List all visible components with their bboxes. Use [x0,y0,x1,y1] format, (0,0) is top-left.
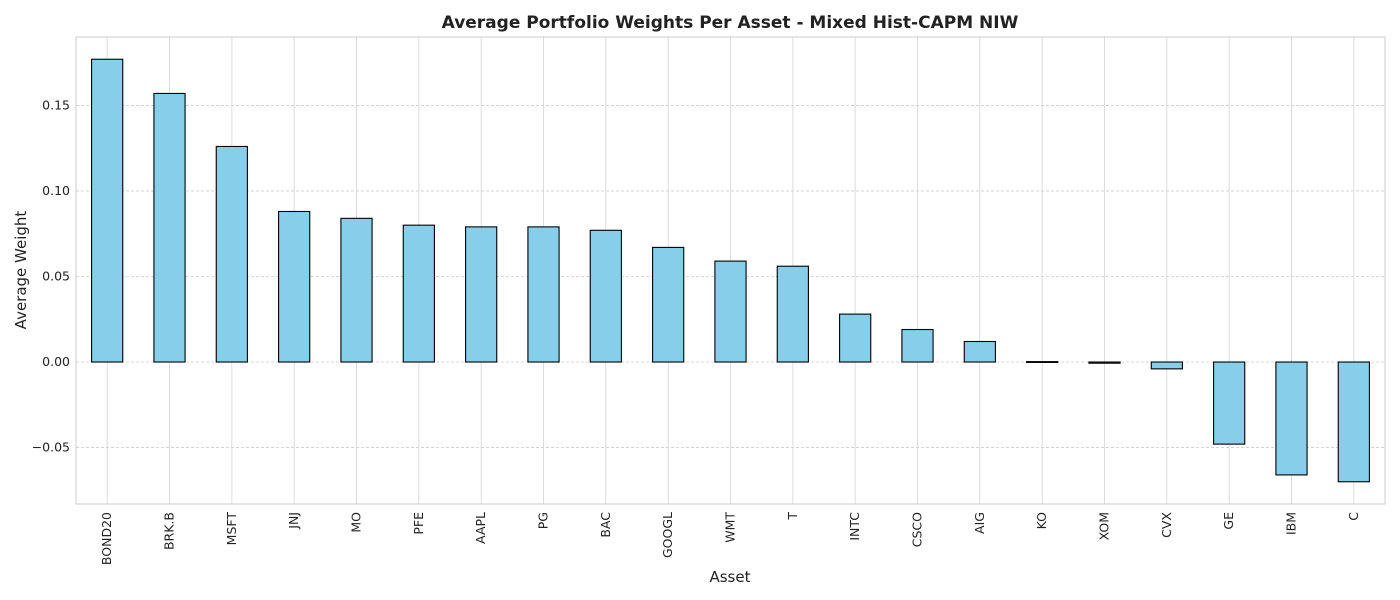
chart-title: Average Portfolio Weights Per Asset - Mi… [442,13,1019,33]
bar-jnj [278,210,311,363]
bar-pg [527,226,560,363]
bar-xom [1088,361,1121,364]
x-axis-label: Asset [709,568,750,586]
x-tick-label: PG [536,512,551,529]
bar-bond20 [91,58,124,363]
bar-intc [839,313,872,363]
bars [91,58,1370,483]
bar-aig [963,340,996,363]
y-tick-label: 0.15 [42,97,70,112]
x-tick-label: GE [1221,512,1236,530]
bar-brk-b [153,92,186,363]
x-tick-label: BOND20 [99,512,114,565]
x-tick-label: AIG [972,512,987,534]
bar-t [776,265,809,363]
bar-googl [652,246,685,363]
x-tick-label: KO [1034,512,1049,530]
x-tick-label: BRK.B [162,512,177,550]
y-tick-labels: −0.05 0.00 0.05 0.10 0.15 [32,97,70,454]
x-tick-labels: BOND20 BRK.B MSFT JNJ MO PFE AAPL PG BAC GOOGL WMT… [99,512,1361,566]
x-tick-label: IBM [1284,512,1299,535]
x-tick-label: CSCO [910,512,925,547]
x-tick-label: AAPL [473,512,488,544]
y-tick-label: −0.05 [32,440,70,455]
x-tick-label: MSFT [224,512,239,546]
x-tick-label: GOOGL [660,512,675,558]
x-tick-label: WMT [723,512,738,543]
bar-pfe [402,224,435,363]
bar-mo [340,217,373,363]
x-tick-label: PFE [411,512,426,535]
x-tick-label: C [1346,512,1361,521]
bar-csco [901,328,934,363]
bar-ibm [1275,361,1308,476]
x-tick-label: JNJ [286,512,301,530]
bar-cvx [1150,361,1183,370]
y-tick-label: 0.05 [42,268,70,283]
x-tick-label: CVX [1159,512,1174,538]
bar-ge [1213,361,1246,445]
x-tick-label: MO [349,512,364,533]
y-axis-label: Average Weight [12,211,30,330]
bar-wmt [714,260,747,363]
bar-c [1337,361,1370,483]
plot-frame [75,36,1386,505]
y-tick-label: 0.00 [42,354,70,369]
bar-bac [589,229,622,363]
y-tick-label: 0.10 [42,183,70,198]
x-tick-label: INTC [847,512,862,541]
x-tick-label: XOM [1097,512,1112,540]
bar-ko [1026,361,1059,363]
bar-msft [215,145,248,363]
x-tick-label: T [785,512,800,521]
x-tick-label: BAC [598,512,613,538]
bar-aapl [465,226,498,363]
